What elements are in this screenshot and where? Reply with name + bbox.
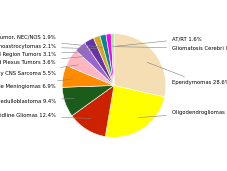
Wedge shape	[111, 34, 114, 86]
Wedge shape	[72, 86, 114, 137]
Text: Pineal Region Tumors 3.1%: Pineal Region Tumors 3.1%	[0, 52, 92, 57]
Wedge shape	[93, 36, 114, 86]
Wedge shape	[84, 38, 114, 86]
Wedge shape	[76, 43, 114, 86]
Text: Brainstem and Midline Gliomas 12.4%: Brainstem and Midline Gliomas 12.4%	[0, 113, 90, 118]
Text: Choroid Plexus Tumors 3.6%: Choroid Plexus Tumors 3.6%	[0, 56, 85, 65]
Text: Pleomorphic Xanthoastrocytomas 2.1%: Pleomorphic Xanthoastrocytomas 2.1%	[0, 44, 98, 49]
Wedge shape	[114, 34, 165, 97]
Text: Oligodendrogliomas 24.2%: Oligodendrogliomas 24.2%	[138, 110, 227, 118]
Wedge shape	[66, 50, 114, 86]
Wedge shape	[62, 65, 114, 87]
Wedge shape	[99, 34, 114, 86]
Text: AT/RT 1.6%: AT/RT 1.6%	[112, 36, 201, 47]
Wedge shape	[62, 86, 114, 116]
Text: Primary CNS Sarcoma 5.5%: Primary CNS Sarcoma 5.5%	[0, 65, 78, 76]
Wedge shape	[105, 86, 164, 137]
Text: Ependymomas 28.6%: Ependymomas 28.6%	[146, 62, 227, 85]
Text: High Grade Meningiomas 6.9%: High Grade Meningiomas 6.9%	[0, 79, 73, 89]
Text: Gliomatosis Cerebri 0.9%: Gliomatosis Cerebri 0.9%	[115, 46, 227, 51]
Text: Medulloblastoma 9.4%: Medulloblastoma 9.4%	[0, 98, 74, 104]
Wedge shape	[106, 34, 114, 86]
Text: CNS embryonal tumor, NEC/NOS 1.9%: CNS embryonal tumor, NEC/NOS 1.9%	[0, 35, 102, 47]
